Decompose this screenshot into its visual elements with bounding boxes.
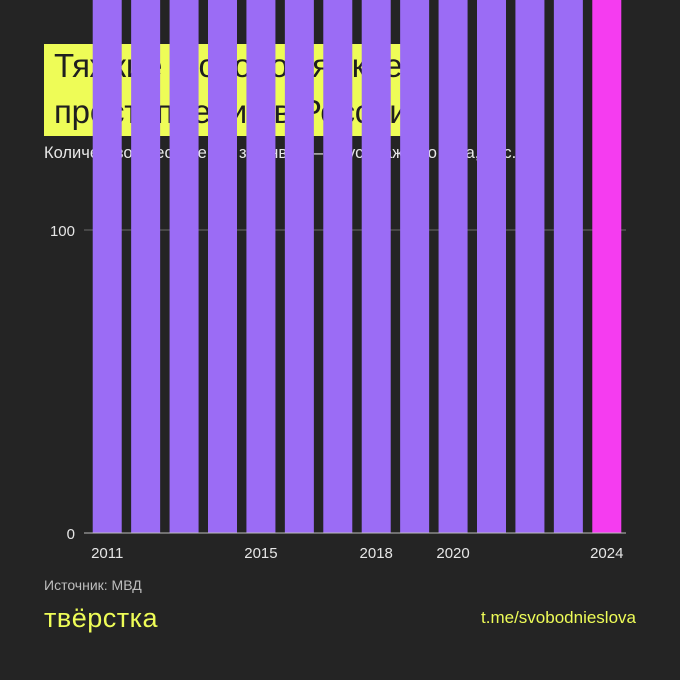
bar-2017 [323,0,353,533]
chart-subtitle: Количество преступений за январь–август … [44,144,517,162]
bar-2020 [438,0,468,533]
channel-link[interactable]: t.me/svobodnieslova [481,608,636,627]
bar-2013 [169,0,199,533]
x-tick-label: 2024 [590,545,623,562]
bar-2023 [553,0,583,533]
bar-2012 [131,0,161,533]
bar-2015 [246,0,276,534]
x-tick-label: 2015 [244,545,277,562]
y-tick-label: 100 [50,223,75,240]
bar-2021 [477,0,506,533]
bar-2016 [284,0,314,533]
bar-2014 [208,0,237,533]
y-tick-label: 0 [67,526,75,543]
bar-2024 [592,0,622,533]
x-tick-label: 2018 [360,545,393,562]
bar-2022 [515,0,545,534]
x-tick-label: 2011 [91,545,123,562]
bar-2019 [400,0,430,533]
bar-2018 [361,0,391,533]
source-note: Источник: МВД [44,577,142,593]
bar-2011 [92,0,122,533]
brand-logo: твёрстка [44,603,159,633]
x-tick-label: 2020 [436,545,469,562]
